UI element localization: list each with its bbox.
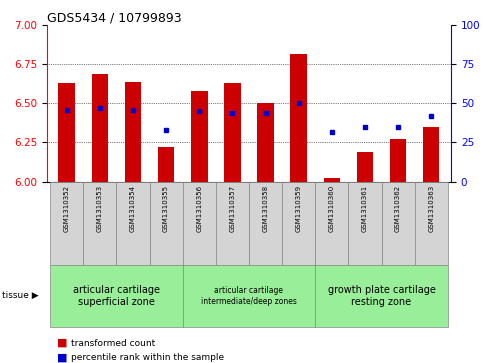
Bar [282,182,315,265]
Bar [323,178,340,182]
Bar [191,91,208,182]
Bar [423,127,439,182]
Text: ■: ■ [57,352,67,363]
Text: GSM1310363: GSM1310363 [428,185,434,232]
Bar [257,103,274,182]
Bar [125,82,141,182]
Bar [290,53,307,181]
Bar [50,265,183,327]
Bar [315,182,349,265]
Bar [224,83,241,182]
Text: GSM1310362: GSM1310362 [395,185,401,232]
Bar [83,182,116,265]
Bar [415,182,448,265]
Text: GSM1310358: GSM1310358 [263,185,269,232]
Bar [249,182,282,265]
Bar [149,182,183,265]
Bar [183,182,216,265]
Text: GDS5434 / 10799893: GDS5434 / 10799893 [47,11,181,24]
Text: ■: ■ [57,338,67,348]
Text: GSM1310355: GSM1310355 [163,185,169,232]
Bar [50,182,83,265]
Text: GSM1310359: GSM1310359 [296,185,302,232]
Bar [59,83,75,182]
Text: GSM1310356: GSM1310356 [196,185,202,232]
Bar [349,182,382,265]
Text: GSM1310353: GSM1310353 [97,185,103,232]
Text: transformed count: transformed count [71,339,156,347]
Bar [183,265,315,327]
Text: articular cartilage
intermediate/deep zones: articular cartilage intermediate/deep zo… [201,286,297,306]
Bar [92,74,108,182]
Text: GSM1310361: GSM1310361 [362,185,368,232]
Bar [116,182,149,265]
Text: growth plate cartilage
resting zone: growth plate cartilage resting zone [327,285,435,307]
Text: percentile rank within the sample: percentile rank within the sample [71,353,225,362]
Text: GSM1310360: GSM1310360 [329,185,335,232]
Text: GSM1310352: GSM1310352 [64,185,70,232]
Bar [356,152,373,182]
Text: articular cartilage
superficial zone: articular cartilage superficial zone [73,285,160,307]
Bar [382,182,415,265]
Text: GSM1310357: GSM1310357 [229,185,235,232]
Bar [216,182,249,265]
Text: tissue ▶: tissue ▶ [2,291,39,300]
Bar [158,147,175,182]
Bar [390,139,406,182]
Text: GSM1310354: GSM1310354 [130,185,136,232]
Bar [315,265,448,327]
